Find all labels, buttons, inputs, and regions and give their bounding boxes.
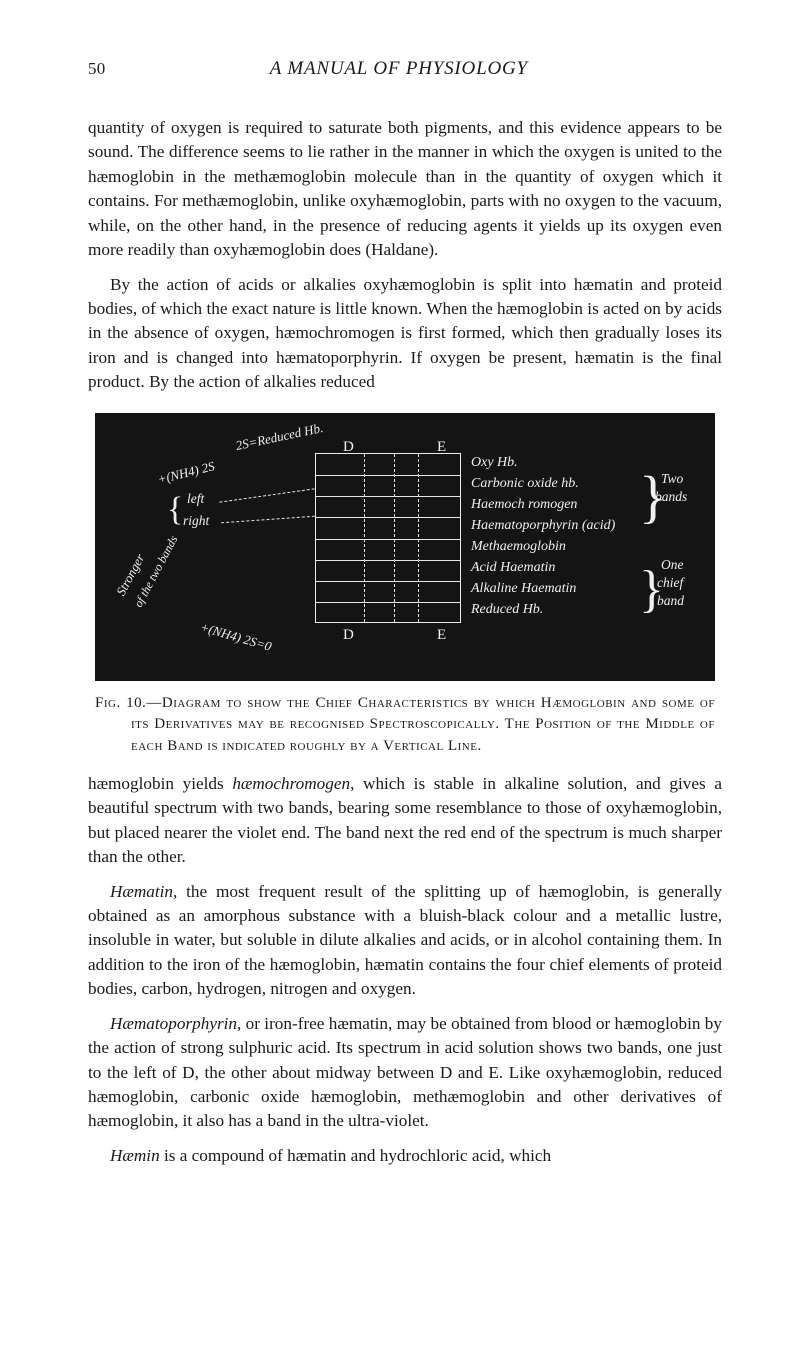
p3-term: hæmochromogen <box>232 774 350 793</box>
left-brace-icon: { <box>167 495 183 526</box>
row-label-2: Haemoch romogen <box>471 497 577 513</box>
dash-2 <box>221 515 315 523</box>
brace-top-label-1: Two <box>661 471 683 487</box>
row-div <box>316 496 460 497</box>
paragraph-6: Hæmin is a compound of hæmatin and hydro… <box>88 1144 722 1168</box>
page-header: 50 A MANUAL OF PHYSIOLOGY <box>88 58 722 80</box>
left-prefix-top: +(NH4) 2S <box>156 458 216 488</box>
dash-1 <box>219 488 314 502</box>
figure-10: 2S=Reduced Hb. D E Stronger of the two b… <box>95 413 715 758</box>
figure-caption: Fig. 10.—Diagram to show the Chief Chara… <box>95 693 715 758</box>
row-div <box>316 539 460 540</box>
brace-top-label-2: bands <box>655 489 687 505</box>
row-div <box>316 517 460 518</box>
row-div <box>316 602 460 603</box>
p3-a: hæmoglobin yields <box>88 774 232 793</box>
p6-a: is a compound of hæmatin and hydrochlori… <box>160 1146 551 1165</box>
row-label-3: Haematoporphyrin (acid) <box>471 518 615 534</box>
p5-term: Hæmatoporphyrin <box>110 1014 237 1033</box>
brace-bot-label-2: chief <box>657 575 683 591</box>
left-prefix-bottom: +(NH4) 2S=0 <box>198 619 273 655</box>
row-label-0: Oxy Hb. <box>471 455 518 471</box>
band-col <box>418 454 419 622</box>
row-label-7: Reduced Hb. <box>471 602 543 618</box>
band-col <box>364 454 365 622</box>
p4-term: Hæmatin <box>110 882 173 901</box>
spectrum-box <box>315 453 461 623</box>
row-label-6: Alkaline Haematin <box>471 581 576 597</box>
paragraph-1: quantity of oxygen is required to satura… <box>88 116 722 263</box>
band-col <box>394 454 395 622</box>
figure-panel: 2S=Reduced Hb. D E Stronger of the two b… <box>95 413 715 681</box>
caption-lead: Fig. 10. <box>95 695 146 711</box>
caption-body: —Diagram to show the Chief Characteristi… <box>131 695 715 755</box>
axis-bottom-E: E <box>437 627 446 644</box>
row-div <box>316 560 460 561</box>
axis-bottom-D: D <box>343 627 354 644</box>
brace-bot-label-3: band <box>657 593 684 609</box>
page: 50 A MANUAL OF PHYSIOLOGY quantity of ox… <box>0 0 800 1360</box>
paragraph-3: hæmoglobin yields hæmochromogen, which i… <box>88 772 722 870</box>
p4-a: , the most frequent result of the splitt… <box>88 882 722 999</box>
left-item-left: left <box>187 491 204 507</box>
row-label-1: Carbonic oxide hb. <box>471 476 579 492</box>
row-label-5: Acid Haematin <box>471 560 555 576</box>
page-number: 50 <box>88 59 106 79</box>
brace-bot-label-1: One <box>661 557 684 573</box>
running-title: A MANUAL OF PHYSIOLOGY <box>106 58 722 80</box>
p6-term: Hæmin <box>110 1146 160 1165</box>
left-item-right: right <box>183 513 209 529</box>
label-reduced-hb-top: 2S=Reduced Hb. <box>234 420 324 454</box>
paragraph-2: By the action of acids or alkalies oxyhæ… <box>88 273 722 395</box>
paragraph-5: Hæmatoporphyrin, or iron-free hæmatin, m… <box>88 1012 722 1134</box>
paragraph-4: Hæmatin, the most frequent result of the… <box>88 880 722 1002</box>
row-label-4: Methaemoglobin <box>471 539 566 555</box>
row-div <box>316 475 460 476</box>
row-div <box>316 581 460 582</box>
